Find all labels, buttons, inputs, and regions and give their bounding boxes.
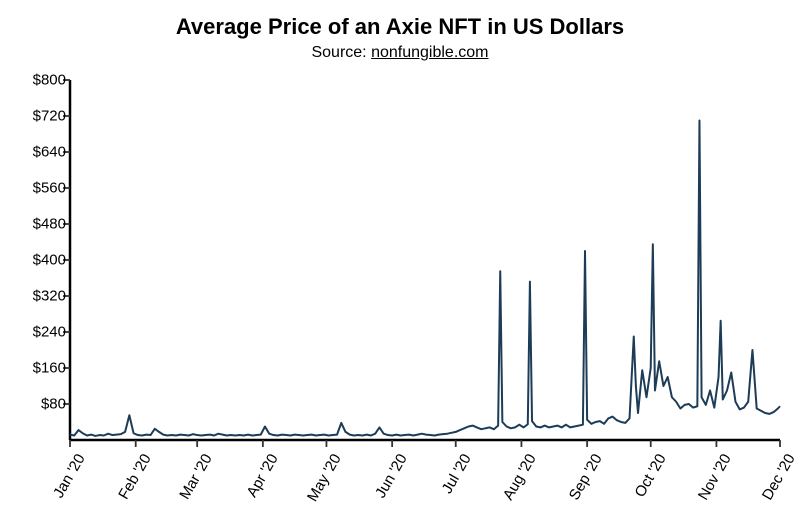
price-series-line xyxy=(70,121,780,436)
y-tick-label: $320 xyxy=(6,288,66,305)
y-tick-label: $400 xyxy=(6,252,66,269)
y-tick-label: $560 xyxy=(6,180,66,197)
y-tick-label: $480 xyxy=(6,216,66,233)
chart-container: Average Price of an Axie NFT in US Dolla… xyxy=(0,0,800,519)
y-tick-label: $720 xyxy=(6,108,66,125)
y-tick-label: $240 xyxy=(6,324,66,341)
y-tick-label: $640 xyxy=(6,144,66,161)
y-tick-label: $80 xyxy=(6,396,66,413)
y-tick-label: $160 xyxy=(6,360,66,377)
y-tick-label: $800 xyxy=(6,72,66,89)
chart-svg xyxy=(0,0,800,519)
